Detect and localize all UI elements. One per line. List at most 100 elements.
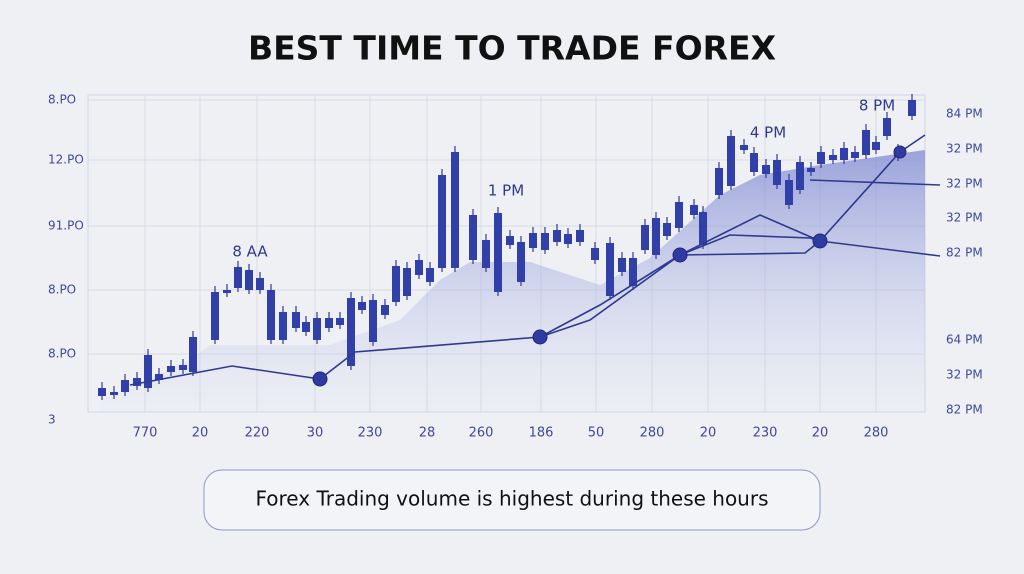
candle-body: [313, 318, 321, 340]
bottom-label: 280: [640, 426, 665, 441]
candle-body: [727, 136, 735, 186]
candle-body: [403, 268, 411, 296]
candle-body: [629, 258, 637, 286]
candle-body: [223, 290, 231, 293]
candle-body: [652, 218, 660, 255]
candle-body: [690, 205, 698, 215]
candle-body: [336, 318, 344, 325]
right-label: 32 PM: [946, 177, 983, 191]
right-label: 82 PM: [946, 403, 983, 417]
candle-body: [715, 168, 723, 195]
candle-body: [110, 392, 118, 395]
marker: [812, 233, 828, 249]
marker: [893, 145, 907, 159]
marker: [312, 371, 328, 387]
candle-body: [785, 180, 793, 205]
bottom-label: 220: [245, 426, 270, 441]
candle-body: [189, 337, 197, 372]
candle-body: [553, 230, 561, 242]
bottom-label: 28: [419, 426, 436, 441]
caption: Forex Trading volume is highest during t…: [255, 487, 768, 511]
candle-body: [302, 322, 310, 332]
candle-body: [267, 290, 275, 340]
candle-body: [529, 233, 537, 248]
bottom-label: 770: [133, 426, 158, 441]
candle-body: [699, 212, 707, 245]
candle-body: [426, 268, 434, 282]
candle-body: [517, 242, 525, 282]
candle-body: [740, 145, 748, 150]
candle-body: [392, 266, 400, 302]
candle-body: [541, 233, 549, 250]
markers: [312, 145, 907, 387]
candle-body: [245, 270, 253, 290]
left-label: 8.PO: [48, 283, 76, 297]
candle-body: [347, 298, 355, 366]
marker: [672, 247, 688, 263]
candle-body: [292, 312, 300, 328]
candle-body: [155, 374, 163, 380]
bottom-label: 20: [700, 426, 717, 441]
left-label: 8.PO: [48, 93, 76, 107]
candle-body: [641, 225, 649, 250]
candle-body: [179, 365, 187, 370]
right-label: 82 PM: [946, 246, 983, 260]
bottom-label: 280: [864, 426, 889, 441]
marker: [532, 329, 548, 345]
bottom-label: 20: [192, 426, 209, 441]
right-label: 84 PM: [946, 107, 983, 121]
candle-body: [675, 202, 683, 228]
bottom-label: 30: [307, 426, 324, 441]
candle-body: [796, 162, 804, 190]
candle-body: [415, 260, 423, 275]
axis-labels: 8.PO 12.PO 91.PO 8.PO 8.PO 3 84 PM 32 PM 32 PM 32…: [48, 93, 983, 441]
candle-body: [358, 302, 366, 310]
candles: [98, 94, 916, 400]
candle-body: [469, 215, 477, 260]
candle-body: [576, 230, 584, 242]
left-label: 12.PO: [48, 153, 84, 167]
annotation: 1 PM: [488, 182, 524, 200]
candle-body: [167, 366, 175, 372]
right-label: 64 PM: [946, 333, 983, 347]
candle-body: [862, 130, 870, 155]
candle-body: [369, 300, 377, 342]
candle-body: [591, 248, 599, 260]
candle-body: [872, 142, 880, 150]
candle-body: [564, 234, 572, 244]
candle-body: [98, 388, 106, 396]
bottom-label: 230: [358, 426, 383, 441]
candle-body: [851, 152, 859, 158]
bottom-label: 186: [529, 426, 554, 441]
bottom-label: 50: [588, 426, 605, 441]
left-label: 8.PO: [48, 347, 76, 361]
candle-body: [438, 175, 446, 268]
candle-body: [121, 380, 129, 392]
candle-body: [279, 312, 287, 340]
caption-box: [203, 469, 821, 531]
candle-body: [908, 100, 916, 116]
volume-area: [100, 150, 925, 412]
title: BEST TIME TO TRADE FOREX: [248, 29, 776, 68]
candle-body: [494, 213, 502, 292]
candle-body: [256, 278, 264, 290]
trend-line: [679, 234, 941, 257]
trend-line: [539, 151, 901, 338]
candle-body: [750, 153, 758, 172]
candle-body: [817, 152, 825, 164]
candle-body: [807, 168, 815, 172]
bottom-label: 20: [812, 426, 829, 441]
bottom-label: 260: [469, 426, 494, 441]
candle-body: [762, 165, 770, 174]
candle-body: [606, 243, 614, 296]
candle-body: [133, 378, 141, 386]
annotation: 4 PM: [750, 124, 786, 142]
candle-body: [451, 152, 459, 268]
candle-body: [325, 318, 333, 328]
bottom-label: 230: [753, 426, 778, 441]
candle-body: [234, 267, 242, 288]
right-label: 32 PM: [946, 368, 983, 382]
candle-body: [663, 223, 671, 236]
annotation: 8 AA: [232, 243, 268, 261]
candle-body: [482, 240, 490, 268]
